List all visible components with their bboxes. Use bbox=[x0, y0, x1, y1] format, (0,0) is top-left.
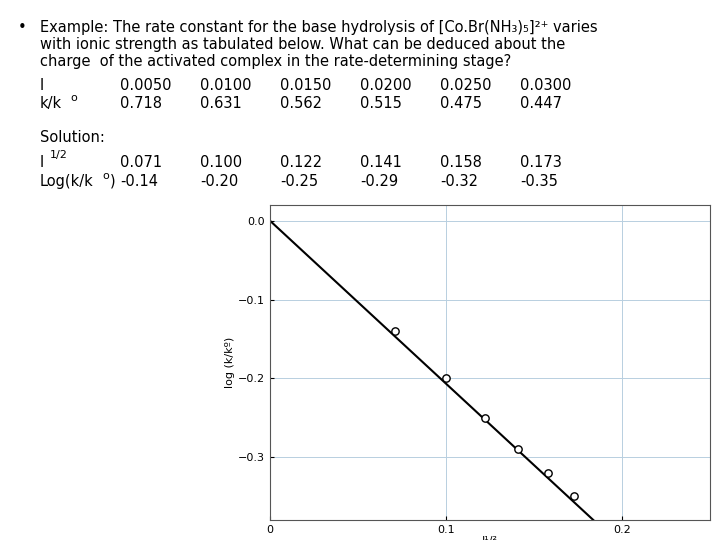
X-axis label: I¹/²: I¹/² bbox=[482, 536, 498, 540]
Point bbox=[569, 492, 580, 501]
Text: I: I bbox=[40, 78, 44, 93]
Text: I: I bbox=[40, 155, 44, 170]
Point bbox=[479, 413, 490, 422]
Text: with ionic strength as tabulated below. What can be deduced about the: with ionic strength as tabulated below. … bbox=[40, 37, 565, 52]
Text: -0.29: -0.29 bbox=[360, 174, 398, 189]
Text: 0.447: 0.447 bbox=[520, 96, 562, 111]
Text: 0.0050: 0.0050 bbox=[120, 78, 171, 93]
Text: -0.32: -0.32 bbox=[440, 174, 478, 189]
Text: 0.100: 0.100 bbox=[200, 155, 242, 170]
Point bbox=[513, 445, 524, 454]
Text: 0.071: 0.071 bbox=[120, 155, 162, 170]
Text: 0.122: 0.122 bbox=[280, 155, 322, 170]
Text: 0.141: 0.141 bbox=[360, 155, 402, 170]
Point bbox=[390, 327, 401, 335]
Text: -0.25: -0.25 bbox=[280, 174, 318, 189]
Text: charge  of the activated complex in the rate-determining stage?: charge of the activated complex in the r… bbox=[40, 54, 511, 69]
Text: k/k: k/k bbox=[40, 96, 62, 111]
Text: 0.0300: 0.0300 bbox=[520, 78, 572, 93]
Text: 0.562: 0.562 bbox=[280, 96, 322, 111]
Text: o: o bbox=[102, 171, 109, 181]
Text: •: • bbox=[18, 20, 27, 35]
Text: 0.475: 0.475 bbox=[440, 96, 482, 111]
Text: 1/2: 1/2 bbox=[50, 150, 68, 160]
Point bbox=[440, 374, 451, 382]
Text: 0.158: 0.158 bbox=[440, 155, 482, 170]
Text: -0.20: -0.20 bbox=[200, 174, 238, 189]
Y-axis label: log (k/kº): log (k/kº) bbox=[225, 337, 235, 388]
Text: Log(k/k: Log(k/k bbox=[40, 174, 94, 189]
Text: 0.0200: 0.0200 bbox=[360, 78, 412, 93]
Text: 0.631: 0.631 bbox=[200, 96, 242, 111]
Text: -0.14: -0.14 bbox=[120, 174, 158, 189]
Point bbox=[542, 468, 554, 477]
Text: 0.0100: 0.0100 bbox=[200, 78, 251, 93]
Text: 0.0150: 0.0150 bbox=[280, 78, 331, 93]
Text: 0.0250: 0.0250 bbox=[440, 78, 492, 93]
Text: 0.718: 0.718 bbox=[120, 96, 162, 111]
Text: o: o bbox=[70, 93, 77, 103]
Text: 0.173: 0.173 bbox=[520, 155, 562, 170]
Text: 0.515: 0.515 bbox=[360, 96, 402, 111]
Text: -0.35: -0.35 bbox=[520, 174, 558, 189]
Text: Solution:: Solution: bbox=[40, 130, 105, 145]
Text: Example: The rate constant for the base hydrolysis of [Co.Br(NH₃)₅]²⁺ varies: Example: The rate constant for the base … bbox=[40, 20, 598, 35]
Text: ): ) bbox=[110, 174, 116, 189]
